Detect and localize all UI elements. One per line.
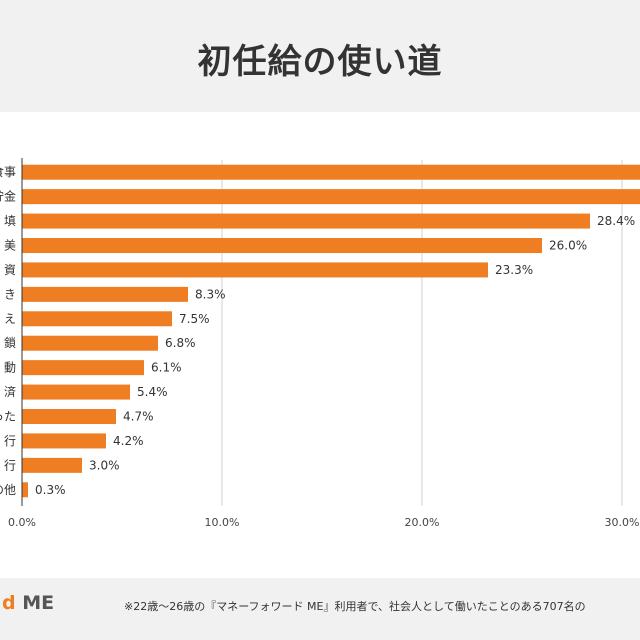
- data-label-8: 6.1%: [151, 361, 182, 375]
- bar-9: [22, 384, 130, 400]
- category-label-9: 済: [4, 384, 16, 399]
- bar-1: [22, 189, 640, 205]
- category-label-13: の他: [0, 483, 16, 497]
- brand-logo: d ME: [2, 592, 54, 614]
- data-label-4: 23.3%: [495, 263, 533, 277]
- bar-8: [22, 360, 144, 376]
- bar-7: [22, 335, 158, 351]
- bar-10: [22, 409, 116, 424]
- bar-4: [22, 262, 488, 278]
- category-label-11: 行: [4, 434, 16, 448]
- category-label-4: 資: [4, 263, 16, 277]
- category-label-2: 填: [4, 214, 16, 228]
- bar-3: [22, 238, 542, 253]
- bar-5: [22, 286, 188, 302]
- data-label-10: 4.7%: [123, 410, 154, 424]
- data-label-7: 6.8%: [165, 336, 196, 350]
- logo-me-text: ME: [22, 592, 55, 614]
- x-tick-label-0: 0.0%: [8, 516, 36, 529]
- footer: d ME ※22歳〜26歳の『マネーフォワード ME』利用者で、社会人として働い…: [0, 578, 640, 640]
- category-label-5: き: [4, 287, 16, 301]
- category-label-0: 食事: [0, 164, 16, 179]
- chart-title: 初任給の使い道: [197, 41, 443, 82]
- logo-brand-text: d: [2, 592, 16, 614]
- data-label-12: 3.0%: [89, 458, 120, 472]
- category-label-1: 貯金: [0, 189, 16, 204]
- bar-11: [22, 433, 106, 449]
- bar-chart: 食事貯金填 28.4% 美 26.0% 資 23.3% き 8.3% え 7.5% 鎖 6.8% 動 6.…: [0, 158, 640, 529]
- x-tick-label-1: 10.0%: [205, 516, 240, 529]
- category-label-10: った: [0, 410, 16, 424]
- x-tick-label-2: 20.0%: [405, 516, 440, 529]
- data-label-3: 26.0%: [549, 239, 587, 253]
- bar-2: [22, 213, 590, 229]
- title-band: 初任給の使い道: [0, 0, 640, 112]
- footnote: ※22歳〜26歳の『マネーフォワード ME』利用者で、社会人として働いたことのあ…: [124, 600, 586, 613]
- category-label-12: 行: [4, 458, 16, 472]
- data-label-5: 8.3%: [195, 287, 226, 301]
- category-label-8: 動: [4, 361, 16, 375]
- bar-0: [22, 164, 640, 180]
- category-label-7: 鎖: [4, 335, 16, 350]
- category-label-3: 美: [4, 239, 16, 253]
- data-label-11: 4.2%: [113, 434, 144, 448]
- bar-6: [22, 311, 172, 327]
- bar-13: [22, 482, 28, 498]
- bar-12: [22, 457, 82, 473]
- x-tick-label-3: 30.0%: [605, 516, 640, 529]
- data-label-2: 28.4%: [597, 214, 635, 228]
- data-label-6: 7.5%: [179, 312, 210, 326]
- category-label-6: え: [4, 312, 16, 326]
- data-label-9: 5.4%: [137, 385, 168, 399]
- data-label-13: 0.3%: [35, 483, 66, 497]
